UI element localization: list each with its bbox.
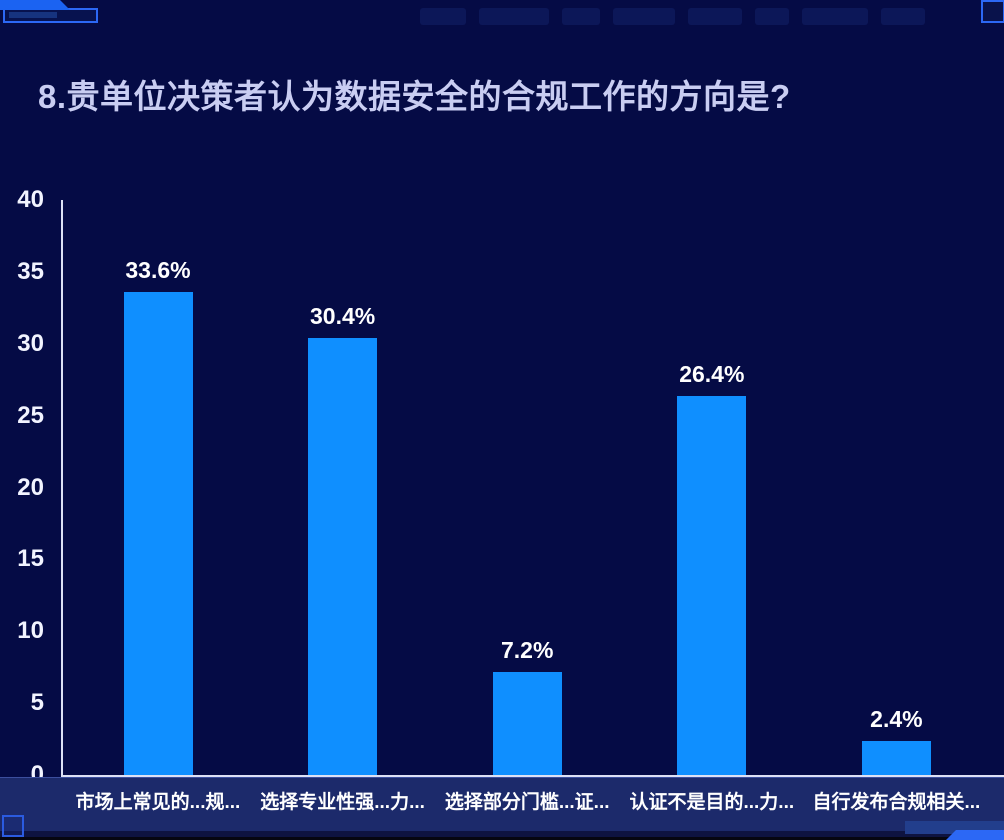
y-axis-tick-label: 15 [17,545,44,573]
bar [308,338,378,775]
bottom-edge-strip [0,837,1004,840]
bar [861,740,931,775]
y-axis-tick-label: 20 [17,473,44,501]
x-axis-line [61,775,1004,777]
ghost-block [802,8,868,25]
bottom-strip [0,831,1004,837]
ghost-block [562,8,600,25]
y-axis-tick-label: 5 [30,689,44,717]
corner-ornament-bottom-right-step [946,830,1004,840]
y-axis-tick-label: 30 [17,329,44,357]
y-axis-tick-label: 35 [17,257,44,285]
bar [123,292,193,775]
ghost-block [755,8,789,25]
x-axis-category-label: 选择专业性强...力... [260,792,425,813]
y-axis-line [61,200,63,777]
chart-title: 8.贵单位决策者认为数据安全的合规工作的方向是? [38,78,791,115]
ghost-block [420,8,466,25]
bar [492,671,562,775]
ghost-block [688,8,742,25]
x-axis-category-label: 自行发布合规相关... [812,792,981,813]
header-ghost-pattern [420,5,995,29]
bar [677,395,747,775]
corner-ornament-bottom-left [2,815,24,837]
ghost-block [479,8,549,25]
bar-value-label: 33.6% [125,257,191,283]
bar-value-label: 2.4% [870,705,923,732]
ghost-block [613,8,675,25]
bar-value-label: 30.4% [309,303,376,329]
corner-ornament-top-left [0,0,98,23]
bar-value-label: 26.4% [679,360,745,387]
x-axis-category-label: 市场上常见的...规... [75,792,241,813]
x-axis-category-label: 选择部分门槛...证... [444,792,610,813]
x-axis-category-label: 认证不是目的...力... [629,792,795,813]
x-axis-label-band: 市场上常见的...规... 选择专业性强...力... 选择部分门槛...证... 认… [0,777,1004,832]
corner-ornament-top-right [981,0,1004,23]
y-axis-tick-label: 40 [17,186,44,213]
y-axis-tick-label: 25 [17,401,44,429]
y-axis-tick-label: 10 [17,617,44,645]
bar-value-label: 7.2% [500,636,554,663]
ghost-block [881,8,925,25]
